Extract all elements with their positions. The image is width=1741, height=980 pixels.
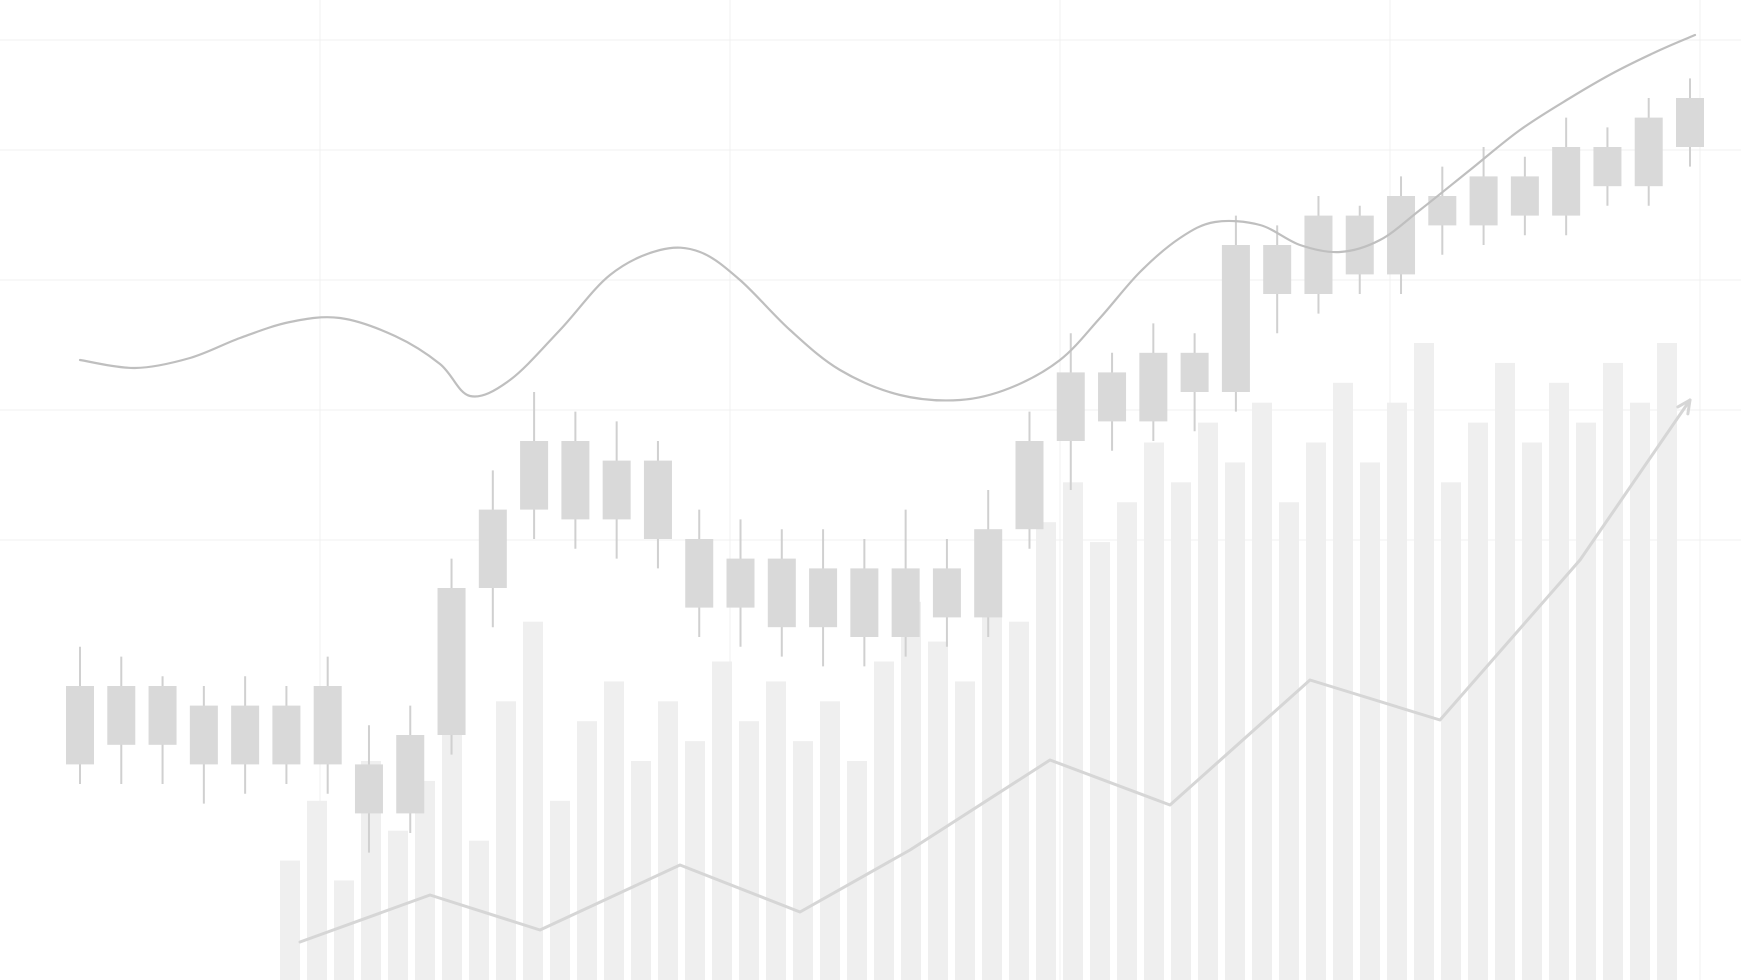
volume-bars bbox=[280, 343, 1677, 980]
chart-canvas bbox=[0, 0, 1741, 980]
candlestick-chart bbox=[0, 0, 1741, 980]
